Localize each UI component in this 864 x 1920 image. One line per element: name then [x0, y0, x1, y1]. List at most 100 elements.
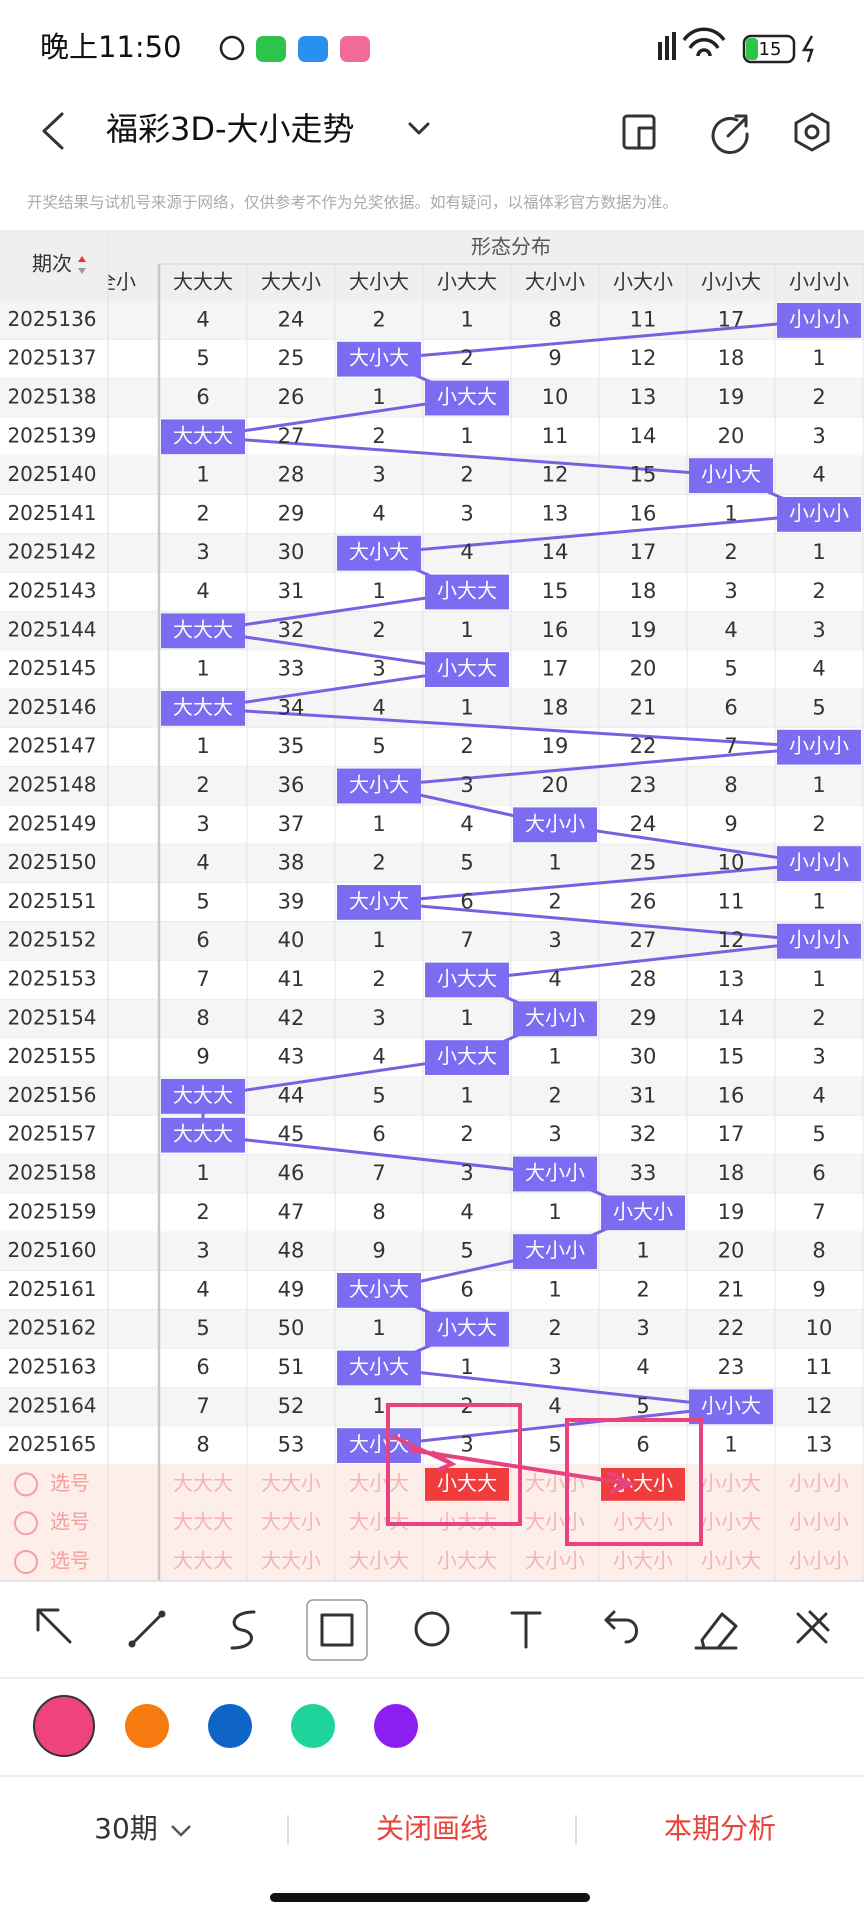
highlight-text: 大小小 [525, 1005, 585, 1029]
issue-number: 2025165 [7, 1432, 96, 1456]
issue-number: 2025150 [7, 850, 96, 874]
cell-value: 12 [542, 463, 569, 487]
cell-value: 4 [812, 657, 825, 681]
cell-value: 1 [548, 851, 561, 875]
pick-option[interactable]: 小小小 [789, 1549, 849, 1573]
cell-value: 18 [718, 1161, 745, 1185]
cell-value: 14 [718, 1006, 745, 1030]
cell-value: 20 [630, 657, 657, 681]
pick-option[interactable]: 大大大 [173, 1510, 233, 1534]
pick-option[interactable]: 大小小 [525, 1549, 585, 1573]
cell-value: 47 [278, 1200, 305, 1224]
cell-value: 4 [196, 579, 209, 603]
color-pink[interactable] [33, 1695, 95, 1757]
highlight-cell [777, 303, 861, 338]
close-line-button[interactable]: 关闭画线 [376, 1812, 488, 1845]
tool-line[interactable] [128, 1610, 166, 1648]
share-button[interactable] [711, 114, 749, 154]
tool-rect-selected[interactable] [306, 1599, 368, 1661]
cell-value: 28 [630, 967, 657, 991]
pick-option[interactable]: 小大小 [613, 1510, 673, 1534]
tool-circle[interactable] [414, 1611, 450, 1647]
cell-value: 10 [718, 851, 745, 875]
pick-option[interactable]: 小大大 [437, 1549, 497, 1573]
pick-radio[interactable] [14, 1550, 38, 1574]
pick-option[interactable]: 大大小 [261, 1549, 321, 1573]
battery-level: 15 [759, 39, 782, 60]
tool-arrow[interactable] [36, 1608, 72, 1644]
period-dropdown[interactable] [171, 1825, 191, 1837]
cell-value: 15 [630, 463, 657, 487]
status-time: 晚上11:50 [40, 30, 182, 64]
tool-curve[interactable] [230, 1610, 256, 1650]
tool-text[interactable] [510, 1611, 542, 1649]
highlight-text: 大小大 [349, 1432, 409, 1456]
title-dropdown[interactable] [408, 122, 430, 135]
column-header: 大小小 [525, 270, 585, 294]
cell-value: 1 [196, 657, 209, 681]
pick-option[interactable]: 小小大 [701, 1549, 761, 1573]
layout-button[interactable] [622, 114, 656, 150]
sort-down[interactable] [78, 268, 86, 274]
row-bg [0, 1232, 864, 1271]
cell-value: 32 [278, 618, 305, 642]
cell-value: 1 [812, 346, 825, 370]
tool-undo[interactable] [604, 1610, 638, 1644]
cell-value: 4 [372, 695, 385, 719]
pick-radio[interactable] [14, 1472, 38, 1497]
pick-option[interactable]: 小大小 [613, 1549, 673, 1573]
pick-option[interactable]: 小小大 [701, 1510, 761, 1534]
cell-value: 6 [724, 695, 737, 719]
highlight-text: 小大小 [613, 1199, 673, 1223]
pick-selected[interactable] [601, 1468, 685, 1501]
cell-value: 52 [278, 1394, 305, 1418]
period-select[interactable]: 30期 [94, 1812, 158, 1845]
pick-selected[interactable] [425, 1468, 509, 1501]
pick-option[interactable]: 大大大 [173, 1471, 233, 1495]
pick-option[interactable]: 大小大 [349, 1471, 409, 1495]
tool-clear[interactable] [796, 1610, 830, 1644]
cell-value: 6 [636, 1433, 649, 1457]
pick-option[interactable]: 小大大 [437, 1510, 497, 1534]
pick-option[interactable]: 大大小 [261, 1471, 321, 1495]
pick-option[interactable]: 大小小 [525, 1510, 585, 1534]
pick-option[interactable]: 小小小 [789, 1471, 849, 1495]
cell-value: 1 [724, 1433, 737, 1457]
issue-number: 2025140 [7, 462, 96, 486]
cell-value: 37 [278, 812, 305, 836]
cell-value: 1 [460, 695, 473, 719]
highlight-text: 小小小 [789, 734, 849, 758]
cell-value: 3 [196, 1239, 209, 1263]
highlight-text: 小大大 [437, 385, 497, 409]
pick-option[interactable]: 大大小 [261, 1510, 321, 1534]
highlight-text: 小大大 [437, 1044, 497, 1068]
color-green[interactable] [291, 1704, 335, 1748]
color-blue[interactable] [208, 1704, 252, 1748]
analysis-button[interactable]: 本期分析 [664, 1812, 776, 1845]
settings-button[interactable] [794, 112, 830, 152]
color-orange[interactable] [125, 1704, 169, 1748]
pick-radio[interactable] [14, 1511, 38, 1536]
cell-value: 12 [630, 346, 657, 370]
row-bg [0, 844, 864, 883]
tool-eraser[interactable] [694, 1612, 738, 1650]
tool-rect[interactable] [320, 1613, 354, 1647]
pick-option[interactable]: 小小小 [789, 1510, 849, 1534]
issue-number: 2025136 [7, 307, 96, 331]
sort-up[interactable] [78, 256, 86, 262]
cell-value: 4 [372, 501, 385, 525]
color-purple[interactable] [374, 1704, 418, 1748]
highlight-text: 大大大 [173, 423, 233, 447]
cell-value: 5 [724, 657, 737, 681]
cell-value: 10 [542, 385, 569, 409]
cell-value: 3 [548, 928, 561, 952]
highlight-text: 大小大 [349, 346, 409, 370]
pick-option[interactable]: 小小大 [701, 1471, 761, 1495]
back-button[interactable] [42, 112, 64, 150]
cell-value: 8 [812, 1239, 825, 1263]
pick-option[interactable]: 大小大 [349, 1510, 409, 1534]
cell-value: 2 [812, 812, 825, 836]
issue-number: 2025148 [7, 773, 96, 797]
pick-option[interactable]: 大大大 [173, 1549, 233, 1573]
pick-option[interactable]: 大小大 [349, 1549, 409, 1573]
